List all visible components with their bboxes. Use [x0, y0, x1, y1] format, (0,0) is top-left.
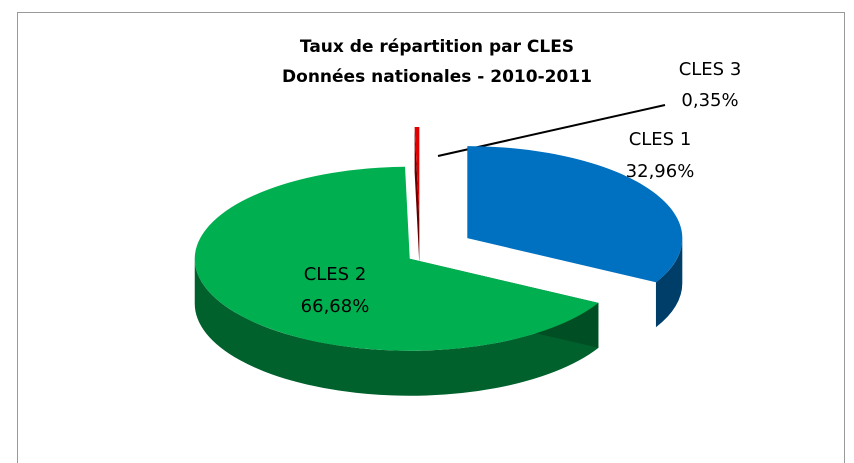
slice-edge — [414, 127, 420, 265]
pie — [194, 127, 683, 396]
slice — [414, 127, 420, 220]
slice — [194, 166, 599, 351]
value-label: 66,68% — [301, 296, 370, 317]
slice-side — [194, 258, 599, 396]
category-label: CLES 3 — [679, 59, 742, 80]
chart-title: Taux de répartition par CLES — [300, 37, 574, 57]
category-label: CLES 2 — [304, 264, 367, 285]
slice — [467, 146, 683, 283]
slice-side — [655, 238, 683, 328]
chart-subtitle: Données nationales - 2010-2011 — [282, 67, 592, 87]
value-label: 32,96% — [626, 161, 695, 182]
data-labels: CLES 1 32,96% CLES 2 66,68% CLES 3 0,35% — [301, 59, 742, 317]
category-label: CLES 1 — [629, 129, 692, 150]
value-label: 0,35% — [681, 90, 738, 111]
